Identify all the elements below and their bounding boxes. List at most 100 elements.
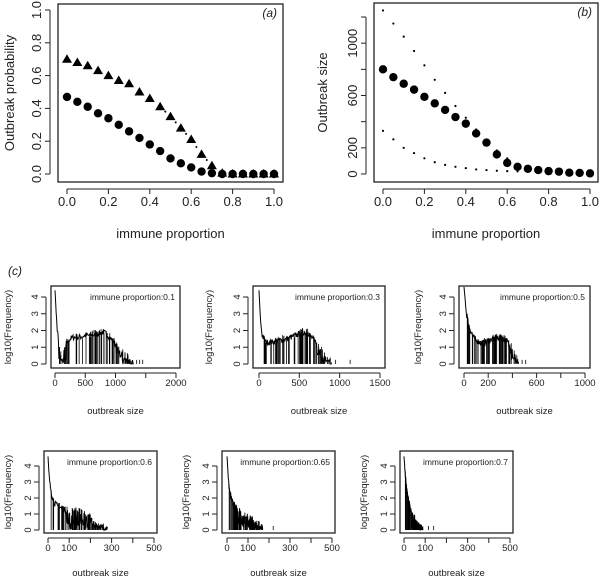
circle-point <box>420 92 429 102</box>
x-tick-label: 1500 <box>369 378 390 389</box>
y-tick-label: 2 <box>379 495 390 500</box>
dotted-line-point <box>402 146 405 149</box>
dotted-line-point <box>537 170 540 174</box>
circle-point <box>145 140 154 149</box>
annotation: immune proportion:0.1 <box>90 292 175 302</box>
x-tick-label: 0 <box>401 543 406 554</box>
triangle-point <box>82 60 93 70</box>
dotted-line-point <box>174 121 177 124</box>
x-axis-title: outbreak size <box>87 406 144 417</box>
x-tick-label: 100 <box>61 543 77 554</box>
x-tick-label: 300 <box>282 543 298 554</box>
circle-point <box>482 138 491 147</box>
x-tick-label: 0 <box>45 543 50 554</box>
y-tick-label: 1 <box>232 345 243 350</box>
dotted-line-point <box>475 168 478 171</box>
circle-point <box>238 169 248 179</box>
circle-point <box>451 112 460 122</box>
triangle-point <box>62 54 72 63</box>
circle-point <box>585 169 595 178</box>
dotted-line-point <box>547 171 550 174</box>
circle-point <box>430 99 439 108</box>
dotted-line-point <box>516 170 519 173</box>
circle-point <box>104 114 113 123</box>
dotted-line-point <box>433 78 436 81</box>
circle-point <box>93 109 103 118</box>
x-tick-label: 1000 <box>574 378 595 389</box>
dotted-line-point <box>392 22 395 25</box>
y-axis-title: log10(Frequency) <box>359 455 370 529</box>
x-tick-label: 500 <box>77 378 93 389</box>
circle-point <box>166 154 175 163</box>
dotted-line-point <box>526 167 530 170</box>
y-tick-label: 2 <box>232 328 243 333</box>
dotted-line-point <box>381 9 385 12</box>
y-tick-label: 3 <box>23 479 34 484</box>
y-tick-label: 3 <box>201 479 212 484</box>
y-tick-label: 0 <box>30 361 41 366</box>
dotted-line-point <box>164 110 167 113</box>
x-tick-label: 0.0 <box>374 194 392 209</box>
dotted-line-point <box>454 165 457 168</box>
dotted-line-point <box>526 170 530 173</box>
dotted-line-point <box>444 91 447 94</box>
x-axis-title: outbreak size <box>72 568 129 579</box>
triangle-point <box>134 87 145 96</box>
y-tick-label: 0 <box>201 527 212 532</box>
dotted-line-point <box>185 132 188 135</box>
dotted-line-point <box>506 170 509 173</box>
x-tick-label: 300 <box>460 543 476 554</box>
y-tick-label: 1 <box>30 345 41 350</box>
dotted-line-point <box>506 157 509 160</box>
y-tick-label: 4 <box>30 294 41 299</box>
y-tick-label: 1.0 <box>29 1 44 19</box>
chart-panel-6: 0 100 300 500 0 1 2 3 4 log10(Frequency) outbreak … <box>3 450 162 579</box>
x-tick-label: 0.6 <box>498 194 516 209</box>
triangle-point <box>144 93 155 103</box>
annotation: immune proportion:0.6 <box>67 457 152 467</box>
chart-panel-2: 0.0 0.2 0.4 0.6 0.8 1.0 0 200 600 1000 Outbreak si… <box>315 2 599 241</box>
plot-frame <box>399 450 514 534</box>
circle-point <box>503 158 512 168</box>
panel-label: (a) <box>262 6 277 20</box>
y-tick-label: 3 <box>379 479 390 484</box>
dotted-line-point <box>516 163 519 166</box>
y-axis-title: log10(Frequency) <box>413 290 424 364</box>
y-tick-label: 0.4 <box>29 99 44 117</box>
annotation: immune proportion:0.65 <box>240 457 330 467</box>
dotted-line-point <box>381 129 385 132</box>
annotation: immune proportion:0.5 <box>500 292 585 302</box>
circle-point <box>218 169 227 179</box>
triangle-point <box>206 160 217 170</box>
triangle-point <box>113 75 124 85</box>
circle-point <box>565 168 574 177</box>
y-tick-label: 0 <box>438 361 449 366</box>
dotted-line-point <box>475 128 478 131</box>
y-tick-label: 4 <box>232 294 243 299</box>
y-tick-label: 0 <box>23 527 34 532</box>
x-axis-title: outbreak size <box>428 568 485 579</box>
dotted-line-point <box>464 116 467 119</box>
x-axis-title: immune proportion <box>432 226 540 241</box>
circle-point <box>114 120 123 129</box>
x-tick-label: 2000 <box>165 378 186 389</box>
dotted-line-point <box>464 167 467 170</box>
circle-point <box>207 168 217 178</box>
y-axis-title: log10(Frequency) <box>3 455 14 529</box>
circle-point <box>155 146 165 156</box>
x-tick-label: 0.6 <box>182 194 200 209</box>
x-tick-label: 500 <box>291 378 307 389</box>
x-tick-label: 0.8 <box>224 194 242 209</box>
circle-point <box>197 167 206 176</box>
x-tick-label: 0 <box>224 543 229 554</box>
y-axis-title: log10(Frequency) <box>181 455 192 529</box>
circle-point <box>259 169 268 179</box>
plot-frame <box>50 285 181 369</box>
y-tick-label: 4 <box>379 463 390 468</box>
plot-frame <box>43 450 158 534</box>
circle-point <box>249 169 258 179</box>
dotted-line-point <box>195 145 198 148</box>
triangle-point <box>72 57 83 66</box>
circle-point <box>228 169 237 179</box>
y-tick-label: 1000 <box>345 29 360 58</box>
